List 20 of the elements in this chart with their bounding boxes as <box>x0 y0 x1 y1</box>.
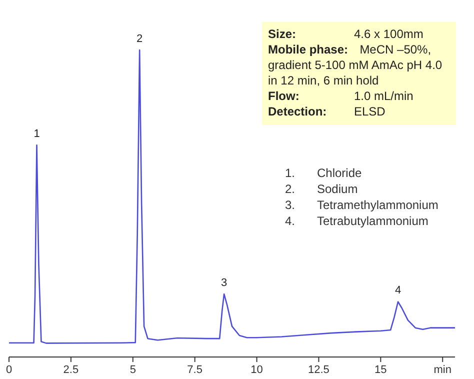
text: Flow: 1.0 mL/min <box>268 89 414 103</box>
x-tick-label: min <box>434 364 452 376</box>
x-tick-label: 2.5 <box>63 364 79 376</box>
text: 4. Tetrabutylammonium <box>285 214 428 228</box>
x-tick-label: 7.5 <box>187 364 202 376</box>
text: Size: 4.6 x 100mm <box>268 27 424 41</box>
text: Detection: ELSD <box>268 104 386 118</box>
text: 3. Tetramethylammonium <box>285 198 438 212</box>
x-tick-label: 10 <box>250 364 263 376</box>
annotation: 4 <box>394 284 402 297</box>
x-tick-label: 5 <box>130 364 136 376</box>
x-tick-label: 15 <box>374 364 387 376</box>
text: 1. Chloride <box>285 166 362 180</box>
text: 2. Sodium <box>285 182 358 196</box>
annotation: 1 <box>34 128 40 140</box>
annotation: 2 <box>136 33 143 45</box>
x-tick-label: 12.5 <box>308 364 330 376</box>
x-tick-label: 0 <box>6 364 12 376</box>
annotation: Mobile phase: MeCN –50%, gradient 5-100 mM AmAc pH 4.0 in 12 min, 6 min hold <box>268 42 442 88</box>
annotation: 3 <box>221 277 228 290</box>
